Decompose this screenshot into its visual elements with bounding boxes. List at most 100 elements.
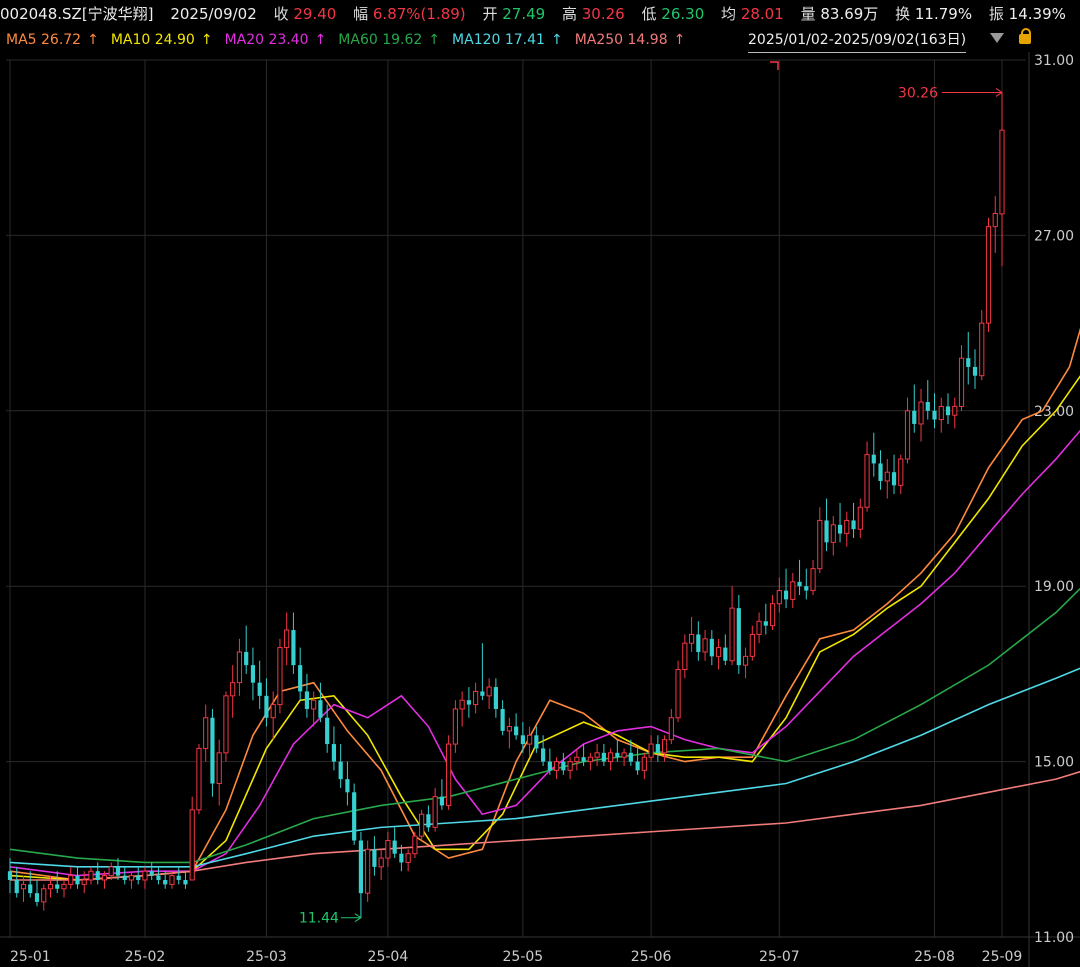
- min-arrow-icon: [354, 913, 362, 923]
- ma-legend-label: MA20 23.40: [224, 32, 309, 48]
- candle-body: [20, 883, 27, 890]
- quote-header: 002048.SZ[宁波华翔] 2025/09/02 收 29.40 幅 6.8…: [0, 0, 1080, 28]
- candle-body: [264, 695, 269, 718]
- candle-body: [345, 779, 350, 793]
- candle-body: [655, 744, 660, 753]
- candle-body: [399, 853, 404, 863]
- candle-body: [101, 875, 108, 881]
- candle-body: [223, 695, 229, 754]
- candle-body: [635, 761, 640, 771]
- max-arrow-icon: [995, 88, 1003, 97]
- candle-body: [668, 717, 674, 741]
- candle-body: [884, 471, 890, 482]
- ma-legend-item: MA10 24.90 ↑: [111, 32, 213, 48]
- candle-body: [405, 853, 411, 863]
- x-tick-label: 25-04: [368, 949, 409, 965]
- candle-body: [958, 357, 965, 407]
- candle-body: [702, 638, 708, 653]
- x-tick-label: 25-07: [759, 949, 800, 965]
- amplitude-value: 14.39%: [1008, 5, 1066, 23]
- candle-body: [480, 691, 485, 696]
- candle-body: [561, 761, 566, 771]
- candle-body: [385, 840, 391, 859]
- cursor-corner-icon: [770, 61, 779, 70]
- ma-legend-label: MA5 26.72: [6, 32, 82, 48]
- candle-body: [979, 322, 985, 377]
- candle-body: [763, 621, 768, 626]
- ma-line-ma120: [9, 667, 1080, 868]
- x-tick-label: 25-03: [246, 949, 287, 965]
- candle-body: [851, 520, 856, 530]
- ma-legend: MA5 26.72 ↑ MA10 24.90 ↑ MA20 23.40 ↑ MA60 19.…: [0, 28, 1080, 52]
- candle-body: [459, 699, 465, 710]
- candle-body: [554, 761, 560, 771]
- ma-legend-item: MA250 14.98 ↑: [575, 32, 686, 48]
- chevron-down-icon[interactable]: [990, 33, 1004, 43]
- candle-body: [898, 458, 904, 486]
- volume-value: 83.69万: [820, 5, 879, 23]
- lock-icon[interactable]: [1019, 28, 1031, 44]
- candle-body: [506, 726, 512, 732]
- candle-body: [149, 871, 154, 876]
- candle-body: [277, 647, 283, 706]
- candle-body: [14, 879, 19, 894]
- candle-body: [999, 129, 1005, 215]
- x-tick-label: 25-02: [125, 949, 166, 965]
- ma-up-arrow-icon: ↑: [550, 32, 563, 48]
- x-tick-label: 25-01: [10, 949, 51, 965]
- candle-body: [41, 888, 47, 903]
- candle-body: [844, 519, 850, 535]
- ma-legend-item: MA60 19.62 ↑: [338, 32, 440, 48]
- candle-body: [790, 581, 796, 600]
- candle-body: [284, 629, 290, 649]
- ma-up-arrow-icon: ↑: [87, 32, 99, 48]
- candle-body: [520, 735, 525, 745]
- candle-body: [648, 743, 654, 758]
- candle-body: [952, 405, 958, 416]
- candle-body: [439, 796, 444, 806]
- x-tick-label: 25-05: [503, 949, 544, 965]
- candle-body: [28, 884, 33, 894]
- x-tick-label: 25-06: [631, 949, 672, 965]
- candle-body: [466, 700, 471, 705]
- candle-body: [61, 883, 67, 890]
- avg-label: 均: [721, 5, 737, 23]
- candle-body: [729, 607, 735, 662]
- candle-body: [769, 603, 776, 627]
- ma-legend-label: MA10 24.90: [110, 32, 195, 48]
- y-tick-label: 31.00: [1034, 53, 1074, 69]
- candle-body: [128, 875, 135, 881]
- candle-body: [230, 682, 236, 697]
- close-label: 收: [273, 5, 289, 23]
- candle-body: [486, 686, 492, 697]
- turnover-value: 11.79%: [914, 5, 973, 23]
- ma-up-arrow-icon: ↑: [673, 32, 686, 48]
- candle-body: [992, 212, 998, 228]
- candle-body: [514, 726, 519, 736]
- open-value: 27.49: [502, 5, 546, 23]
- candle-body: [331, 744, 337, 762]
- date-range-selector[interactable]: 2025/01/02-2025/09/02(163日): [748, 28, 967, 53]
- candle-body: [527, 734, 533, 745]
- candle-body: [304, 691, 310, 709]
- candle-body: [715, 647, 722, 657]
- candle-body: [365, 848, 371, 894]
- avg-value: 28.01: [740, 5, 784, 23]
- candle-body: [196, 747, 202, 811]
- candle-body: [918, 401, 924, 425]
- candle-body: [567, 761, 573, 771]
- candle-body: [493, 687, 498, 709]
- candle-body: [682, 642, 688, 671]
- candle-body: [641, 756, 647, 771]
- candle-body: [837, 524, 843, 534]
- candle-body: [594, 752, 600, 758]
- candle-body: [352, 792, 357, 841]
- candle-body: [675, 669, 681, 719]
- stock-code[interactable]: 002048.SZ[宁波华翔]: [0, 5, 154, 23]
- amplitude-label: 振: [988, 5, 1004, 23]
- ma-line-ma5: [9, 327, 1080, 881]
- candle-body: [183, 879, 188, 885]
- candle-body: [709, 638, 714, 657]
- candle-body: [932, 410, 937, 420]
